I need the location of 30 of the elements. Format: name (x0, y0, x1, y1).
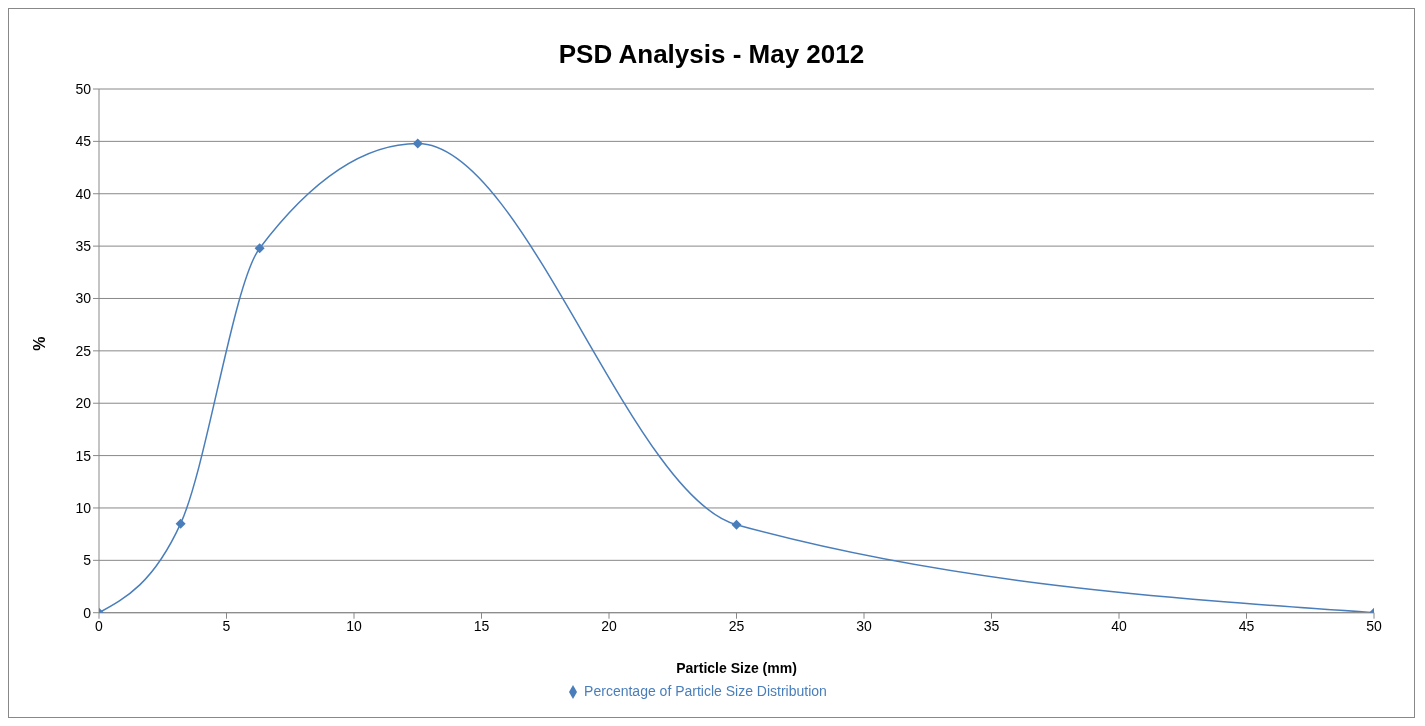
y-axis-title: % (30, 336, 48, 351)
x-tick-label: 40 (1111, 617, 1127, 634)
x-tick-label: 5 (222, 617, 231, 634)
chart-title: PSD Analysis - May 2012 (557, 39, 866, 71)
x-tick-label: 30 (856, 617, 872, 634)
y-tick-label: 0 (83, 604, 92, 621)
point (175, 518, 186, 529)
y-tick-label: 5 (83, 552, 92, 569)
x-tick-label: 45 (1238, 617, 1255, 634)
y-tick-label: 50 (75, 80, 92, 97)
y-tick-label: 25 (75, 342, 92, 359)
y-tick-label: 35 (75, 238, 92, 255)
x-tick-label: 0 (95, 617, 104, 634)
y-tick-label: 15 (75, 447, 92, 464)
x-tick-label: 10 (346, 617, 362, 634)
y-tick-label: 10 (75, 499, 92, 516)
x-tick-label: 50 (1366, 617, 1382, 634)
x-axis-title: Particle Size (mm) (676, 659, 797, 676)
point (412, 138, 423, 149)
x-tick-label: 25 (728, 617, 745, 634)
y-tick-label: 20 (75, 395, 92, 412)
y-tick-label: 40 (75, 185, 92, 202)
x-tick-label: 20 (601, 617, 617, 634)
y-tick-label: 30 (75, 290, 92, 307)
y-tick-label: 45 (75, 133, 92, 150)
x-tick-label: 15 (473, 617, 490, 634)
point (254, 243, 265, 254)
legend-label: Percentage of Particle Size Distribution (584, 682, 827, 699)
x-tick-label: 35 (983, 617, 1000, 634)
point (731, 519, 742, 530)
